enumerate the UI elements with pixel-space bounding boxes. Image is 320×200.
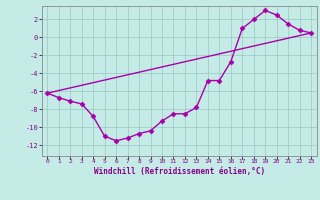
X-axis label: Windchill (Refroidissement éolien,°C): Windchill (Refroidissement éolien,°C): [94, 167, 265, 176]
